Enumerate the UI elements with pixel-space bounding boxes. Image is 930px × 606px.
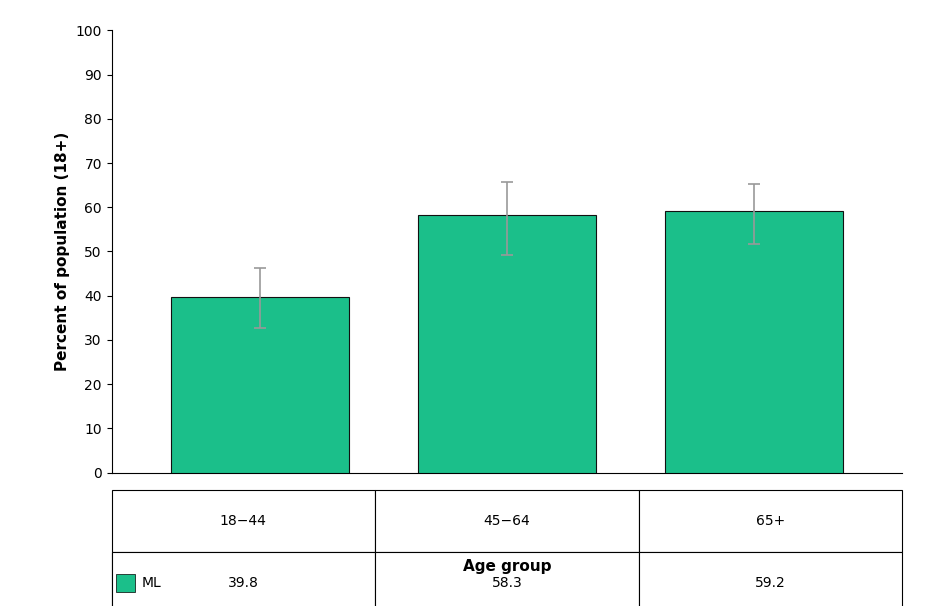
Bar: [115, 574, 135, 592]
Bar: [418, 215, 596, 473]
Text: ML: ML: [141, 576, 162, 590]
Bar: [171, 296, 349, 473]
Bar: [665, 211, 843, 473]
X-axis label: Age group: Age group: [462, 559, 551, 574]
Y-axis label: Percent of population (18+): Percent of population (18+): [55, 132, 70, 371]
